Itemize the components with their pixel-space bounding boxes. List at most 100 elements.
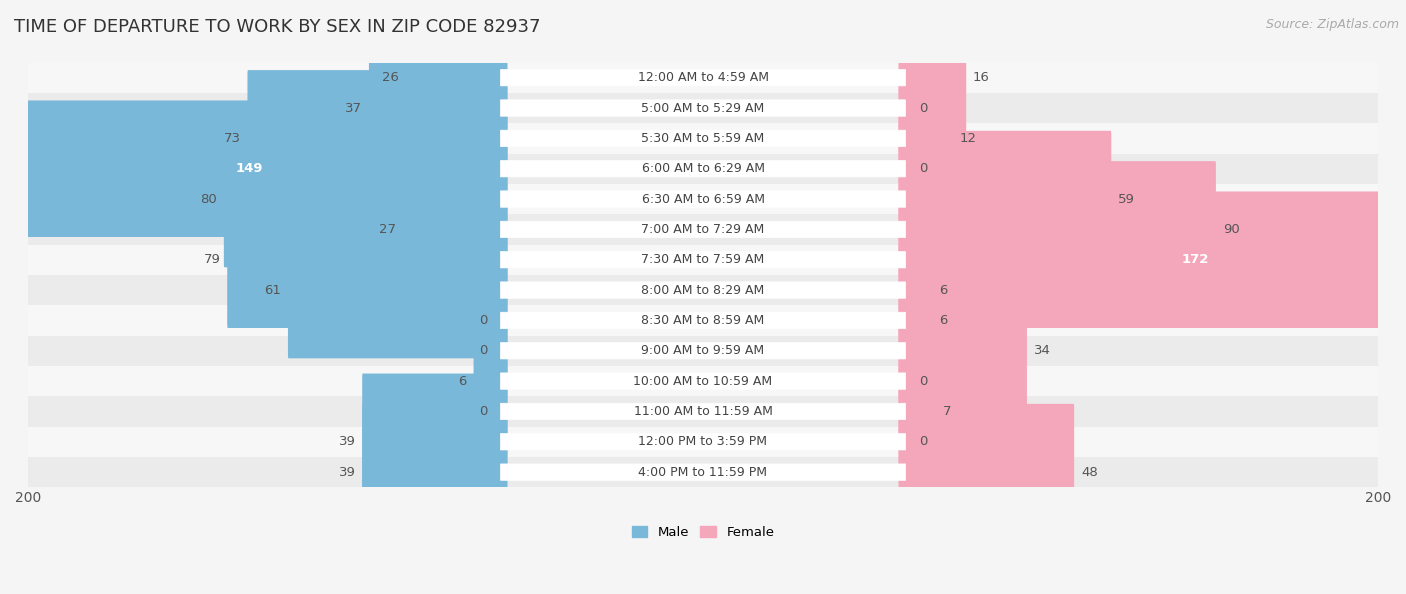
Text: 5:30 AM to 5:59 AM: 5:30 AM to 5:59 AM (641, 132, 765, 145)
Text: TIME OF DEPARTURE TO WORK BY SEX IN ZIP CODE 82937: TIME OF DEPARTURE TO WORK BY SEX IN ZIP … (14, 18, 540, 36)
Bar (28, 275, 1378, 305)
Text: 6:00 AM to 6:29 AM: 6:00 AM to 6:29 AM (641, 162, 765, 175)
FancyBboxPatch shape (501, 100, 905, 116)
FancyBboxPatch shape (898, 191, 1406, 328)
FancyBboxPatch shape (898, 222, 932, 358)
FancyBboxPatch shape (494, 283, 508, 419)
Text: 0: 0 (478, 405, 486, 418)
Bar (28, 457, 1378, 487)
Text: 8:30 AM to 8:59 AM: 8:30 AM to 8:59 AM (641, 314, 765, 327)
Text: 149: 149 (235, 162, 263, 175)
Text: 39: 39 (339, 435, 356, 448)
Text: 27: 27 (380, 223, 396, 236)
FancyBboxPatch shape (898, 313, 912, 450)
Text: 7:00 AM to 7:29 AM: 7:00 AM to 7:29 AM (641, 223, 765, 236)
Bar (28, 62, 1378, 93)
Text: 0: 0 (920, 375, 928, 388)
Bar (28, 336, 1378, 366)
FancyBboxPatch shape (501, 221, 905, 238)
Text: 12:00 PM to 3:59 PM: 12:00 PM to 3:59 PM (638, 435, 768, 448)
Bar (28, 305, 1378, 336)
Text: 0: 0 (478, 314, 486, 327)
Bar (28, 184, 1378, 214)
FancyBboxPatch shape (501, 373, 905, 389)
Text: 26: 26 (382, 71, 399, 84)
FancyBboxPatch shape (501, 312, 905, 328)
Bar (28, 93, 1378, 123)
FancyBboxPatch shape (501, 251, 905, 268)
FancyBboxPatch shape (898, 10, 966, 146)
Text: 0: 0 (920, 162, 928, 175)
Text: 6:30 AM to 6:59 AM: 6:30 AM to 6:59 AM (641, 192, 765, 206)
FancyBboxPatch shape (494, 343, 508, 480)
Text: 34: 34 (1033, 345, 1050, 357)
Text: 80: 80 (200, 192, 217, 206)
Text: 79: 79 (204, 253, 221, 266)
FancyBboxPatch shape (501, 403, 905, 419)
Bar (28, 366, 1378, 396)
FancyBboxPatch shape (402, 161, 508, 298)
FancyBboxPatch shape (898, 252, 932, 388)
Text: 48: 48 (1081, 466, 1098, 479)
FancyBboxPatch shape (898, 343, 936, 480)
Text: 9:00 AM to 9:59 AM: 9:00 AM to 9:59 AM (641, 345, 765, 357)
Text: 0: 0 (920, 435, 928, 448)
FancyBboxPatch shape (228, 191, 508, 328)
FancyBboxPatch shape (0, 100, 508, 237)
Text: 6: 6 (458, 375, 467, 388)
Text: Source: ZipAtlas.com: Source: ZipAtlas.com (1265, 18, 1399, 31)
Text: 0: 0 (478, 345, 486, 357)
FancyBboxPatch shape (363, 374, 508, 510)
FancyBboxPatch shape (247, 70, 508, 207)
FancyBboxPatch shape (363, 404, 508, 541)
Bar (28, 153, 1378, 184)
Text: 0: 0 (920, 102, 928, 115)
Text: 37: 37 (346, 102, 363, 115)
Bar (28, 123, 1378, 153)
FancyBboxPatch shape (288, 222, 508, 358)
Text: 12: 12 (959, 132, 976, 145)
Text: 4:00 PM to 11:59 PM: 4:00 PM to 11:59 PM (638, 466, 768, 479)
Text: 7:30 AM to 7:59 AM: 7:30 AM to 7:59 AM (641, 253, 765, 266)
FancyBboxPatch shape (494, 252, 508, 388)
FancyBboxPatch shape (898, 40, 912, 176)
Text: 61: 61 (264, 283, 281, 296)
Text: 172: 172 (1182, 253, 1209, 266)
FancyBboxPatch shape (898, 374, 912, 510)
FancyBboxPatch shape (898, 161, 1216, 298)
FancyBboxPatch shape (501, 130, 905, 147)
FancyBboxPatch shape (224, 131, 508, 267)
Text: 6: 6 (939, 283, 948, 296)
FancyBboxPatch shape (501, 434, 905, 450)
FancyBboxPatch shape (368, 40, 508, 176)
Text: 5:00 AM to 5:29 AM: 5:00 AM to 5:29 AM (641, 102, 765, 115)
FancyBboxPatch shape (898, 404, 1074, 541)
Legend: Male, Female: Male, Female (626, 521, 780, 545)
FancyBboxPatch shape (501, 191, 905, 207)
Text: 12:00 AM to 4:59 AM: 12:00 AM to 4:59 AM (637, 71, 769, 84)
FancyBboxPatch shape (898, 131, 1111, 267)
FancyBboxPatch shape (501, 464, 905, 481)
FancyBboxPatch shape (898, 283, 1026, 419)
FancyBboxPatch shape (501, 69, 905, 86)
Text: 6: 6 (939, 314, 948, 327)
FancyBboxPatch shape (501, 343, 905, 359)
Text: 10:00 AM to 10:59 AM: 10:00 AM to 10:59 AM (634, 375, 772, 388)
Text: 39: 39 (339, 466, 356, 479)
FancyBboxPatch shape (501, 282, 905, 298)
Text: 16: 16 (973, 71, 990, 84)
FancyBboxPatch shape (474, 313, 508, 450)
Text: 59: 59 (1118, 192, 1135, 206)
FancyBboxPatch shape (501, 160, 905, 177)
FancyBboxPatch shape (898, 70, 953, 207)
FancyBboxPatch shape (406, 10, 508, 146)
Text: 8:00 AM to 8:29 AM: 8:00 AM to 8:29 AM (641, 283, 765, 296)
Bar (28, 245, 1378, 275)
Text: 90: 90 (1223, 223, 1240, 236)
Bar (28, 396, 1378, 426)
Bar (28, 426, 1378, 457)
Bar (28, 214, 1378, 245)
FancyBboxPatch shape (898, 100, 912, 237)
Text: 7: 7 (942, 405, 950, 418)
Text: 11:00 AM to 11:59 AM: 11:00 AM to 11:59 AM (634, 405, 772, 418)
